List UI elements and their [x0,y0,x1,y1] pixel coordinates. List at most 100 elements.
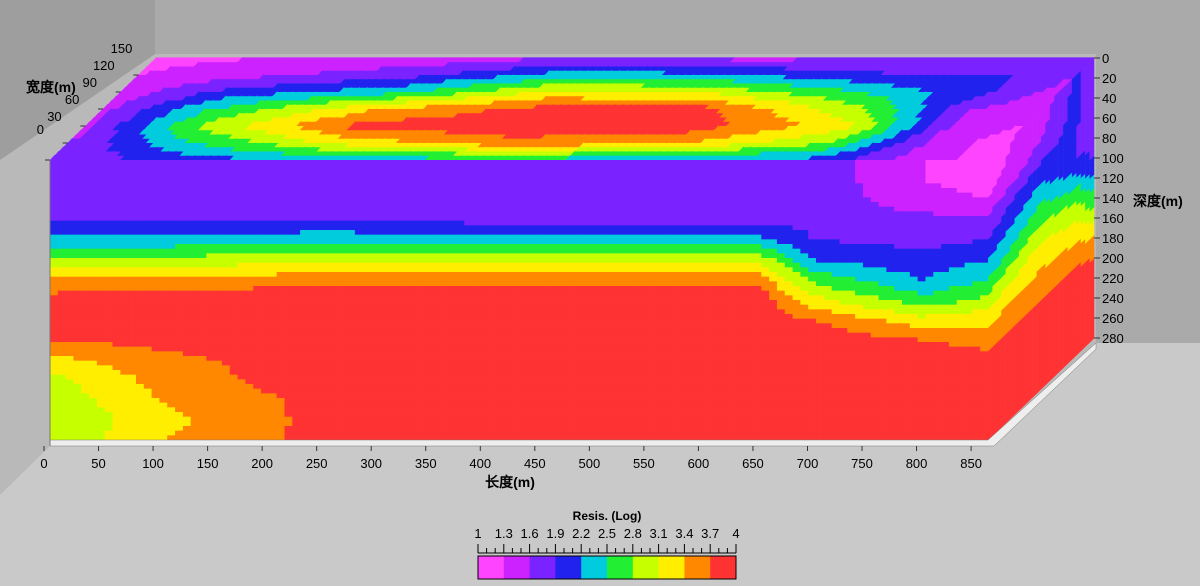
front-cell [221,183,231,189]
front-cell [307,407,317,413]
top-cell [307,125,321,131]
front-cell [151,398,161,404]
top-cell [280,121,294,126]
front-cell [159,407,168,413]
front-cell [112,351,121,357]
front-cell [104,356,114,362]
front-cell [300,244,309,250]
front-cell [292,374,301,380]
top-cell [223,78,237,84]
top-cell [181,104,194,109]
front-cell [245,267,254,273]
top-cell [124,121,138,126]
top-cell [361,133,375,139]
front-cell [190,216,200,222]
top-cell [164,112,178,118]
front-cell [198,393,207,399]
front-cell [120,300,129,306]
top-cell [159,125,172,131]
front-cell [245,416,254,422]
front-cell [198,234,207,240]
top-cell [174,95,188,101]
front-cell [89,174,98,180]
front-cell [65,379,75,385]
front-cell [284,309,293,315]
front-cell [50,239,59,245]
front-cell [128,323,137,329]
top-cell [178,129,191,135]
top-cell [209,129,223,135]
top-cell [140,82,154,88]
front-cell [221,365,231,371]
top-cell [405,121,419,126]
front-cell [128,309,137,315]
front-cell [167,169,176,175]
front-cell [292,169,301,175]
front-cell [104,337,114,343]
front-cell [198,370,207,376]
top-cell [172,142,186,148]
front-cell [135,234,145,240]
front-cell [65,267,75,273]
front-cell [268,192,278,198]
front-cell [81,365,90,371]
front-cell [96,188,106,194]
front-cell [182,276,192,282]
top-cell [163,91,176,97]
front-cell [307,318,317,324]
front-cell [307,374,317,380]
front-cell [182,379,192,385]
top-cell [284,57,298,63]
front-cell [81,393,90,399]
top-cell [214,87,228,92]
front-cell [237,384,247,390]
front-cell [128,188,137,194]
front-cell [167,188,176,194]
front-cell [175,407,184,413]
top-cell [232,129,246,135]
front-cell [237,234,247,240]
top-cell [340,108,354,114]
top-cell [106,138,120,143]
front-cell [292,426,301,432]
top-cell [353,133,367,139]
front-cell [89,398,98,404]
top-cell [143,95,156,101]
front-cell [73,402,82,408]
front-cell [315,234,325,240]
front-cell [96,220,106,226]
front-cell [159,174,168,180]
front-cell [120,230,129,236]
front-cell [182,412,192,418]
front-cell [182,337,192,343]
front-cell [214,267,223,273]
front-cell [268,169,278,175]
front-cell [151,356,161,362]
front-cell [120,374,129,380]
front-cell [214,253,223,259]
front-cell [65,421,75,427]
front-cell [159,267,168,273]
front-cell [245,337,254,343]
top-cell [184,108,198,114]
top-cell [290,74,304,80]
front-cell [221,309,231,315]
front-cell [245,393,254,399]
front-cell [237,412,247,418]
front-cell [50,286,59,292]
top-cell [121,146,135,152]
front-cell [57,426,67,432]
front-cell [73,346,82,352]
front-cell [112,346,121,352]
top-cell [187,82,201,88]
top-cell [217,129,231,135]
top-cell [85,150,99,156]
front-cell [229,276,239,282]
front-cell [284,234,293,240]
front-cell [73,160,82,166]
front-cell [292,370,301,376]
front-cell [167,328,176,334]
front-cell [307,398,317,404]
top-cell [160,146,174,152]
front-cell [229,197,239,203]
